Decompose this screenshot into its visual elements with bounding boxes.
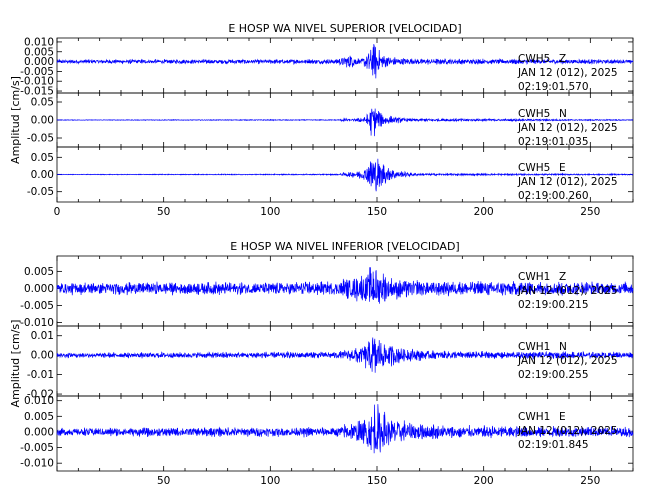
y-tick-label: 0.000 <box>24 56 54 68</box>
component-label: Z <box>559 271 566 283</box>
y-tick-label: -0.005 <box>20 300 54 312</box>
station-name: CWH5 <box>518 108 550 120</box>
y-axis-label: Amplitud [cm/s] <box>9 320 22 408</box>
x-tick-label: 150 <box>367 475 387 487</box>
x-tick-label: 150 <box>367 206 387 218</box>
y-tick-label: -0.005 <box>20 442 54 454</box>
record-time: 02:19:01.570 <box>518 81 589 93</box>
y-tick-label: -0.010 <box>20 458 54 470</box>
x-tick-label: 100 <box>260 475 280 487</box>
y-tick-label: 0.00 <box>31 350 54 362</box>
y-tick-label: -0.015 <box>20 86 54 98</box>
trace-panel-cwh1-z: 0.005 0.000 -0.005 -0.010 CWH1 Z JAN 12 (012),… <box>20 255 634 329</box>
y-axis-label: Amplitud [cm/s] <box>9 76 22 164</box>
waveform-trace <box>56 158 634 192</box>
record-date: JAN 12 (012), 2025 <box>517 67 618 79</box>
y-tick-label: -0.05 <box>27 186 54 198</box>
x-tick-label: 250 <box>580 475 600 487</box>
chart-title: E HOSP WA NIVEL INFERIOR [VELOCIDAD] <box>230 240 459 253</box>
trace-panel-cwh5-n: 0.05 0.00 -0.05 CWH5 N JAN 12 (012), 2025 02:1… <box>27 92 634 148</box>
y-tick-label: 0.00 <box>31 169 54 181</box>
y-tick-label: 0.00 <box>31 115 54 127</box>
y-tick-label: 0.05 <box>31 97 54 109</box>
component-label: E <box>559 162 566 174</box>
y-tick-label: 0.010 <box>24 36 54 48</box>
chart-title: E HOSP WA NIVEL SUPERIOR [VELOCIDAD] <box>228 22 461 35</box>
waveform-trace <box>56 108 634 137</box>
component-label: Z <box>559 53 566 65</box>
y-tick-label: 0.005 <box>24 46 54 58</box>
trace-panel-cwh1-n: 0.01 0.00 -0.01 -0.02 CWH1 N JAN 12 (012), 202… <box>27 325 634 401</box>
component-label: N <box>559 108 567 120</box>
record-time: 02:19:00.260 <box>518 190 589 202</box>
y-tick-label: -0.05 <box>27 133 54 145</box>
waveform-trace <box>56 44 634 79</box>
trace-panel-cwh1-e: 0.010 0.005 0.000 -0.005 -0.010 CWH1 E JAN 12 (… <box>20 395 634 472</box>
y-tick-label: 0.000 <box>24 283 54 295</box>
y-tick-label: 0.000 <box>24 426 54 438</box>
station-name: CWH1 <box>518 341 550 353</box>
y-tick-label: -0.02 <box>27 389 54 401</box>
record-date: JAN 12 (012), 2025 <box>517 425 618 437</box>
record-date: JAN 12 (012), 2025 <box>517 122 618 134</box>
waveform-trace <box>56 337 634 373</box>
trace-panel-cwh5-e: 0.05 0.00 -0.05 CWH5 E JAN 12 (012), 2025 02:1… <box>27 146 634 203</box>
x-tick-label: 200 <box>474 206 494 218</box>
x-tick-label: 0 <box>54 206 61 218</box>
record-date: JAN 12 (012), 2025 <box>517 285 618 297</box>
record-date: JAN 12 (012), 2025 <box>517 176 618 188</box>
record-time: 02:19:01.035 <box>518 136 589 148</box>
record-time: 02:19:00.255 <box>518 369 589 381</box>
chart-group-2: E HOSP WA NIVEL INFERIOR [VELOCIDAD] Ampl… <box>9 240 634 487</box>
y-tick-label: 0.05 <box>31 152 54 164</box>
station-name: CWH5 <box>518 162 550 174</box>
y-tick-label: 0.005 <box>24 411 54 423</box>
x-tick-label: 50 <box>157 475 170 487</box>
station-name: CWH1 <box>518 271 550 283</box>
waveform-trace <box>56 404 634 454</box>
component-label: E <box>559 411 566 423</box>
x-tick-label: 50 <box>157 206 170 218</box>
y-tick-label: 0.01 <box>31 330 54 342</box>
y-tick-label: 0.005 <box>24 266 54 278</box>
y-tick-label: -0.005 <box>20 66 54 78</box>
station-name: CWH5 <box>518 53 550 65</box>
x-tick-label: 200 <box>474 475 494 487</box>
station-name: CWH1 <box>518 411 550 423</box>
component-label: N <box>559 341 567 353</box>
record-time: 02:19:01.845 <box>518 439 589 451</box>
x-tick-label: 100 <box>260 206 280 218</box>
y-tick-label: -0.01 <box>27 369 54 381</box>
chart-group-1: E HOSP WA NIVEL SUPERIOR [VELOCIDAD] Ampl… <box>9 22 634 218</box>
record-date: JAN 12 (012), 2025 <box>517 355 618 367</box>
y-tick-label: -0.010 <box>20 317 54 329</box>
y-tick-label: -0.010 <box>20 76 54 88</box>
record-time: 02:19:00.215 <box>518 299 589 311</box>
waveform-trace <box>56 267 634 304</box>
x-tick-label: 250 <box>580 206 600 218</box>
y-tick-label: 0.010 <box>24 395 54 407</box>
